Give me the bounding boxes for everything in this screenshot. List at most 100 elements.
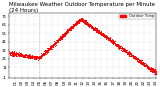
Point	[91, 26, 93, 28]
Point	[91, 26, 94, 27]
Point	[94, 27, 97, 28]
Point	[63, 34, 66, 35]
Point	[118, 48, 120, 49]
Point	[95, 29, 98, 30]
Point	[66, 31, 68, 32]
Point	[18, 55, 20, 56]
Point	[24, 55, 26, 56]
Point	[144, 64, 146, 66]
Point	[17, 54, 19, 56]
Point	[119, 45, 122, 47]
Point	[34, 56, 36, 57]
Point	[103, 36, 106, 38]
Point	[99, 31, 101, 33]
Point	[37, 58, 40, 60]
Point	[94, 31, 97, 32]
Point	[93, 28, 96, 29]
Point	[105, 34, 107, 36]
Point	[54, 42, 57, 43]
Point	[103, 35, 105, 37]
Point	[10, 51, 13, 52]
Point	[64, 33, 66, 34]
Point	[15, 55, 18, 56]
Point	[55, 41, 57, 42]
Point	[130, 52, 132, 54]
Point	[102, 35, 105, 36]
Point	[150, 70, 152, 71]
Point	[37, 59, 39, 60]
Point	[88, 25, 90, 26]
Point	[53, 43, 55, 45]
Point	[44, 51, 47, 53]
Point	[101, 34, 104, 35]
Point	[67, 30, 70, 32]
Point	[28, 56, 31, 57]
Point	[8, 53, 11, 54]
Point	[78, 23, 80, 24]
Point	[55, 39, 58, 41]
Point	[153, 73, 156, 74]
Point	[109, 38, 111, 39]
Point	[143, 65, 146, 67]
Point	[16, 53, 18, 54]
Point	[101, 34, 104, 36]
Point	[68, 30, 70, 31]
Point	[79, 20, 81, 21]
Point	[46, 50, 49, 52]
Point	[27, 54, 30, 56]
Point	[88, 25, 91, 27]
Point	[75, 20, 78, 22]
Point	[101, 35, 104, 36]
Point	[44, 51, 47, 52]
Point	[111, 40, 113, 41]
Point	[29, 56, 32, 57]
Point	[106, 36, 108, 38]
Point	[76, 21, 79, 22]
Point	[85, 23, 88, 25]
Point	[94, 28, 96, 29]
Point	[149, 68, 152, 70]
Point	[151, 68, 154, 69]
Point	[96, 30, 99, 31]
Point	[141, 62, 144, 64]
Point	[99, 31, 102, 32]
Point	[146, 65, 148, 66]
Point	[136, 58, 139, 59]
Point	[124, 51, 127, 53]
Point	[56, 40, 59, 41]
Point	[147, 66, 150, 67]
Point	[54, 45, 56, 46]
Point	[152, 70, 154, 71]
Point	[32, 57, 35, 58]
Point	[97, 32, 100, 33]
Point	[152, 71, 154, 72]
Point	[105, 37, 108, 38]
Point	[32, 55, 34, 57]
Point	[29, 55, 32, 56]
Point	[14, 53, 16, 55]
Point	[92, 28, 94, 29]
Point	[41, 54, 44, 55]
Point	[128, 52, 131, 54]
Point	[70, 28, 72, 30]
Point	[92, 28, 94, 29]
Point	[117, 43, 120, 45]
Point	[105, 36, 107, 38]
Point	[144, 66, 147, 67]
Point	[115, 43, 118, 44]
Point	[147, 66, 149, 68]
Point	[82, 22, 84, 23]
Point	[108, 39, 111, 40]
Point	[86, 23, 89, 24]
Point	[65, 31, 68, 33]
Point	[138, 60, 140, 61]
Point	[82, 19, 85, 20]
Point	[139, 61, 142, 63]
Point	[11, 52, 13, 53]
Point	[114, 44, 116, 45]
Point	[62, 35, 64, 37]
Point	[76, 22, 79, 23]
Point	[108, 39, 111, 40]
Point	[113, 41, 115, 43]
Point	[29, 57, 31, 59]
